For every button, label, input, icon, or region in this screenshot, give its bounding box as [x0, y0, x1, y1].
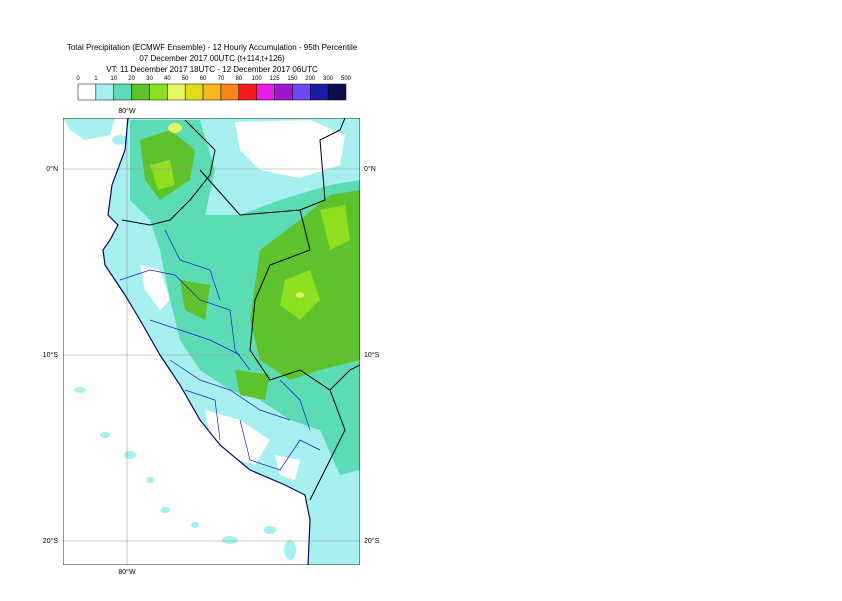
legend-label: 200 [305, 76, 316, 82]
map [63, 118, 360, 565]
legend-swatch [113, 83, 132, 101]
legend-swatch [95, 83, 114, 101]
legend-swatch [256, 83, 275, 101]
lat-label: 20°S [364, 537, 380, 545]
lat-label: 20°S [43, 537, 59, 545]
title-line: Total Precipitation (ECMWF Ensemble) - 1… [67, 43, 358, 52]
legend-swatch [292, 83, 311, 101]
lat-label: 10°S [364, 351, 380, 359]
legend-label: 40 [164, 76, 171, 82]
legend-label: 70 [218, 76, 225, 82]
legend-label: 10 [110, 76, 117, 82]
lat-labels: 0°N 0°N 10°S 10°S 20°S 20°S [43, 165, 380, 545]
legend-swatch [184, 83, 204, 101]
legend-label: 100 [252, 76, 263, 82]
lat-label: 0°N [46, 165, 58, 173]
legend-swatch [238, 83, 257, 101]
legend-swatch [77, 83, 97, 101]
legend-label: 30 [146, 76, 153, 82]
lon-label: 80°W [118, 568, 136, 576]
legend-swatch [149, 83, 168, 101]
legend-label: 500 [341, 76, 352, 82]
lon-label: 80°W [118, 107, 136, 115]
title-line: VT: 11 December 2017 18UTC - 12 December… [106, 65, 318, 74]
legend-swatch [167, 83, 186, 101]
legend-swatch [220, 83, 240, 101]
legend-label: 150 [287, 76, 298, 82]
lat-label: 0°N [364, 165, 376, 173]
legend-label: 50 [182, 76, 189, 82]
legend: 0 1 10 20 30 40 50 60 70 80 100 125 150 200 300 500 [76, 76, 352, 101]
legend-swatch [131, 83, 150, 101]
legend-label: 125 [270, 76, 281, 82]
legend-swatch [202, 83, 222, 101]
legend-swatch [310, 83, 329, 101]
legend-swatch [274, 83, 293, 101]
lat-label: 10°S [43, 351, 59, 359]
legend-swatch [327, 83, 347, 101]
legend-label: 300 [323, 76, 334, 82]
title-line: 07 December 2017 00UTC (t+114,t+126) [139, 54, 285, 63]
legend-label: 1 [94, 76, 98, 82]
legend-label: 0 [76, 76, 80, 82]
legend-label: 80 [235, 76, 242, 82]
legend-label: 60 [200, 76, 207, 82]
legend-label: 20 [128, 76, 135, 82]
